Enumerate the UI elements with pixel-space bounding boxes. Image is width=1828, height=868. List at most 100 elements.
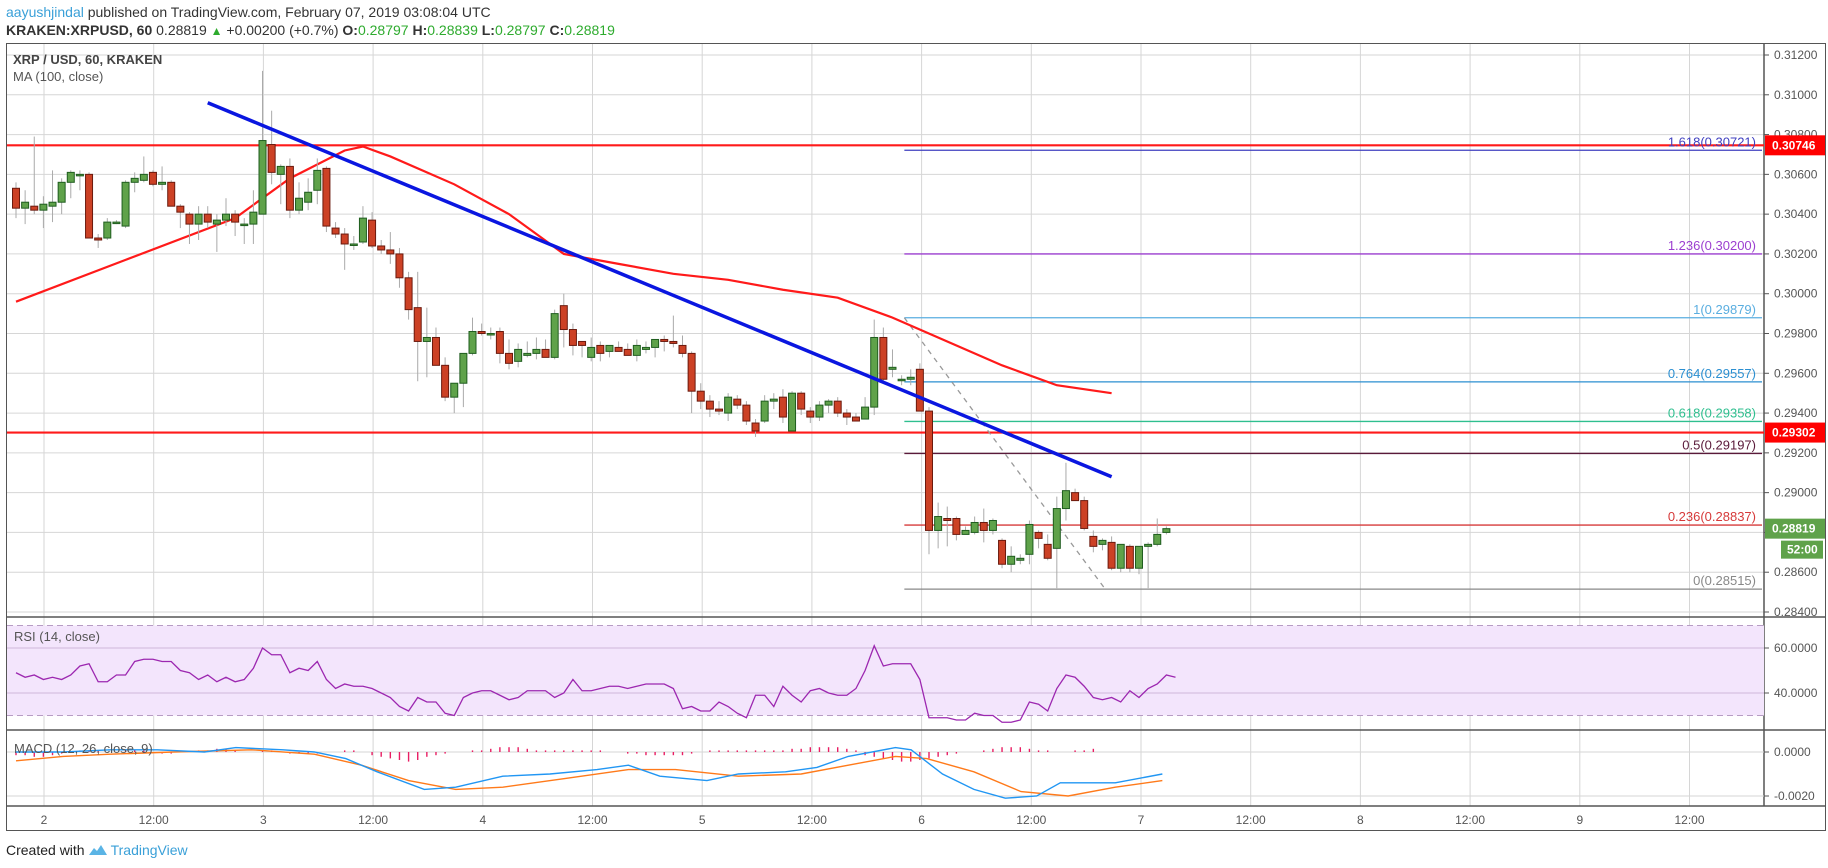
candle [340,228,349,270]
candle [477,323,486,336]
candle [696,383,705,410]
candle [806,407,815,424]
x-tick-label: 12:00 [139,813,169,827]
x-tick-label: 5 [699,813,706,827]
y-tick-label: 0.28600 [1774,565,1818,579]
x-tick-label: 12:00 [1236,813,1266,827]
fib-level-label: 0.5(0.29197) [1682,437,1756,452]
tradingview-brand-link[interactable]: TradingView [110,842,188,858]
candle [48,170,57,223]
candle [459,352,468,408]
candle [231,210,240,237]
candle [85,172,94,239]
candle [66,170,75,199]
candle [285,158,294,219]
candle [112,220,121,225]
svg-text:0.29302: 0.29302 [1772,426,1816,440]
x-tick-label: 9 [1576,813,1583,827]
svg-text:0.30746: 0.30746 [1772,138,1816,152]
candle [514,343,523,368]
candle [377,240,386,254]
candle [660,335,669,352]
candle [778,389,787,424]
candle [94,234,103,248]
symbol-info-bar: KRAKEN:XRPUSD, 60 0.28819 ▲ +0.00200 (+0… [6,22,615,38]
last-price: 0.28819 [156,22,207,38]
publish-info: aayushjindal published on TradingView.co… [6,4,491,20]
low-value: 0.28797 [494,22,546,38]
y-tick-label: 0.29400 [1774,406,1818,420]
x-tick-label: 12:00 [577,813,607,827]
rsi-band [7,625,1764,716]
x-tick-label: 12:00 [1674,813,1704,827]
candle [21,190,30,225]
candle [12,182,20,219]
candle [833,397,842,418]
y-tick-label: 0.29000 [1774,486,1818,500]
ma-legend[interactable]: MA (100, close) [13,69,104,84]
fib-level-label: 1.618(0.30721) [1668,134,1756,149]
rsi-tick-label: 40.0000 [1774,686,1818,700]
close-value: 0.28819 [564,22,615,38]
candle [450,382,459,414]
candle [1007,546,1016,573]
candle [103,218,112,241]
candle [961,526,970,535]
author-link[interactable]: aayushjindal [6,4,84,20]
candle [952,516,961,541]
candle [1116,543,1125,573]
published-text: published on TradingView.com, February 0… [83,4,491,20]
candle [1080,496,1089,531]
main-pane-title: XRP / USD, 60, KRAKEN [13,52,163,67]
candle [121,180,130,229]
candle [1061,462,1070,521]
y-tick-label: 0.29200 [1774,446,1818,460]
candle [870,319,879,416]
candle [395,247,404,288]
y-tick-label: 0.29800 [1774,327,1818,341]
candle [815,401,824,422]
rsi-legend[interactable]: RSI (14, close) [14,629,100,644]
candle [276,164,285,205]
chart-frame [6,43,1826,831]
rsi-tick-label: 60.0000 [1774,641,1818,655]
y-tick-label: 0.30000 [1774,287,1818,301]
candle [505,339,514,370]
macd-legend[interactable]: MACD (12, 26, close, 9) [14,741,153,756]
fib-level-label: 0.764(0.29557) [1668,366,1756,381]
candle [760,395,769,424]
candle [842,409,851,426]
x-tick-label: 7 [1138,813,1145,827]
x-tick-label: 12:00 [1016,813,1046,827]
candle [212,214,221,252]
candle [788,391,797,432]
candle [925,407,933,555]
fib-level-label: 1(0.29879) [1693,302,1756,317]
candle [915,363,924,412]
candle [413,271,422,382]
candle [1162,526,1171,535]
candle [614,341,623,352]
candle [988,518,997,535]
candle [313,158,322,205]
candle [322,166,331,233]
candle [267,110,276,185]
descending-trendline[interactable] [207,101,1113,479]
candle [733,395,742,410]
candle [167,180,176,207]
candle [1016,554,1025,565]
candle [158,166,167,191]
candle [295,182,304,215]
candle [130,172,139,193]
fib-trend-line[interactable] [903,317,1106,590]
macd-tick-label: -0.0020 [1774,789,1815,803]
candle [57,178,66,215]
candle [888,349,897,378]
candle [1089,530,1098,553]
candle [669,315,678,348]
level-price-badge [1765,422,1825,443]
x-tick-label: 12:00 [358,813,388,827]
candle [623,343,632,356]
x-tick-label: 12:00 [797,813,827,827]
